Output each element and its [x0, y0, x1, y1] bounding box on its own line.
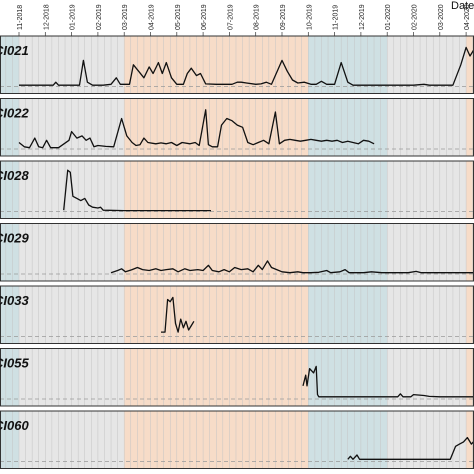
season-band [0, 223, 19, 281]
panels: CI021 CI022 CI028 CI029 CI033 CI055 CI060 [0, 35, 474, 469]
x-axis-ticks: 11-2018 12-2018 01-2019 02-2019 03-2019 04-20… [17, 4, 471, 36]
x-tick-label: 04-2019 [149, 4, 156, 30]
panel: CI021 [0, 35, 474, 94]
panel: CI028 [0, 160, 474, 219]
panel-label: CI060 [0, 418, 29, 433]
x-tick-label: 01-2019 [70, 4, 77, 30]
panel: CI029 [0, 223, 474, 282]
season-band [466, 98, 474, 156]
series-line [347, 436, 474, 460]
x-tick-label: 05-2019 [175, 4, 182, 30]
panel-label: CI028 [0, 168, 29, 183]
x-tick-label: 11-2018 [17, 5, 24, 30]
series-line [110, 260, 474, 274]
season-band [0, 98, 19, 156]
season-band [0, 36, 19, 94]
panel-label: CI033 [0, 293, 29, 308]
panel-label: CI021 [0, 43, 29, 58]
series-line [161, 296, 195, 333]
x-tick-label: 12-2019 [359, 4, 366, 30]
x-tick-label: 06-2019 [201, 4, 208, 30]
x-tick-label: 09-2019 [280, 4, 287, 30]
season-band [0, 161, 19, 219]
season-band [466, 411, 474, 469]
x-tick-label: 12-2018 [43, 4, 50, 30]
series-line [19, 46, 474, 86]
x-tick-label: 03-2020 [438, 4, 445, 30]
panel-label: CI022 [0, 106, 29, 121]
season-band [466, 223, 474, 281]
season-band [466, 348, 474, 406]
panel: CI033 [0, 285, 474, 344]
x-tick-label: 04-2020 [464, 4, 471, 30]
panel: CI022 [0, 98, 474, 157]
panel: CI060 [0, 410, 474, 469]
series-line [18, 109, 375, 149]
x-tick-label: 11-2019 [333, 5, 340, 30]
season-band [466, 36, 474, 94]
x-tick-label: 03-2019 [122, 4, 129, 30]
series-line [302, 365, 474, 398]
season-band [0, 411, 19, 469]
x-tick-label: 07-2019 [227, 4, 234, 30]
x-tick-label: 10-2019 [306, 4, 313, 30]
x-tick-label: 08-2019 [254, 4, 261, 30]
panel-label: CI029 [0, 231, 29, 246]
x-tick-label: 02-2020 [412, 4, 419, 30]
season-band [466, 286, 474, 344]
season-band [0, 348, 19, 406]
series-line [63, 169, 211, 212]
panel-label: CI055 [0, 356, 29, 371]
panel: CI055 [0, 348, 474, 407]
x-tick-label: 01-2020 [385, 4, 392, 30]
season-band [466, 161, 474, 219]
season-band [0, 286, 19, 344]
axis-title: Date [451, 0, 474, 12]
x-tick-label: 02-2019 [96, 4, 103, 30]
